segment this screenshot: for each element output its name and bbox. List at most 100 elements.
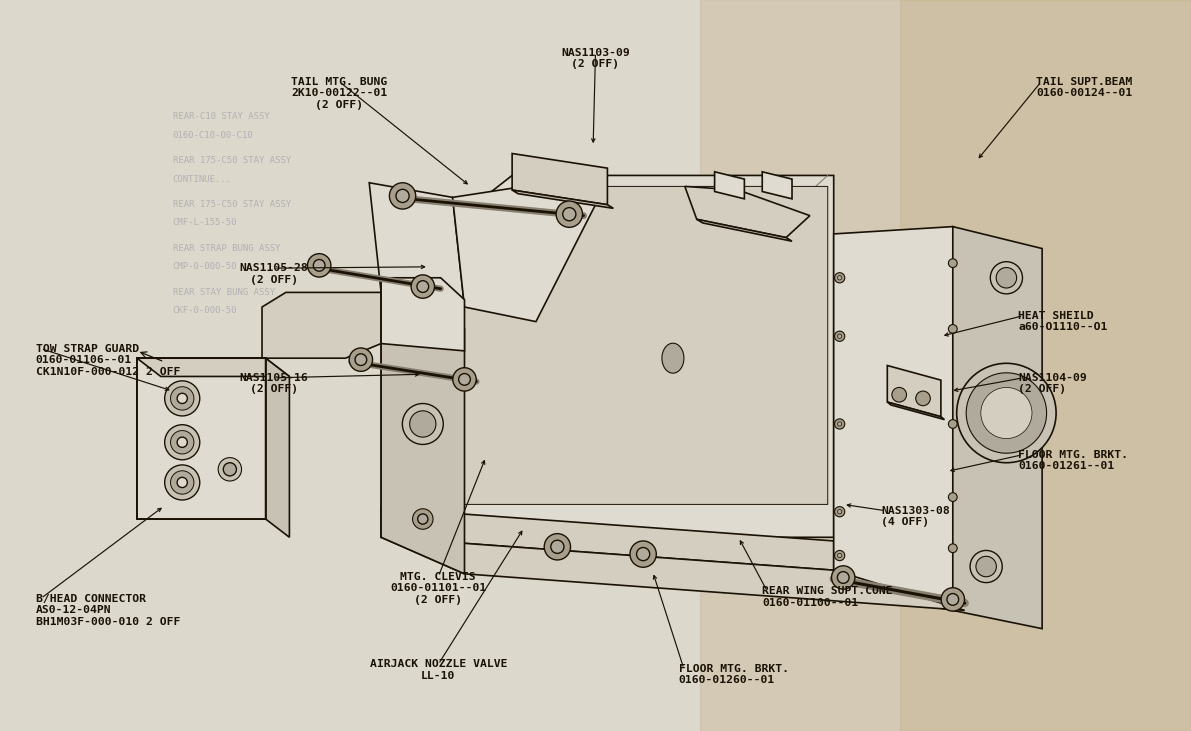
- Circle shape: [170, 471, 194, 494]
- Polygon shape: [697, 219, 792, 241]
- Text: NAS1104-09
(2 OFF): NAS1104-09 (2 OFF): [1018, 373, 1087, 395]
- Circle shape: [892, 387, 906, 402]
- Circle shape: [831, 566, 855, 589]
- Polygon shape: [887, 402, 944, 420]
- Circle shape: [544, 534, 570, 560]
- Text: NAS1303-08
(4 OFF): NAS1303-08 (4 OFF): [881, 506, 950, 528]
- Polygon shape: [887, 366, 941, 417]
- Text: NAS1105-16
(2 OFF): NAS1105-16 (2 OFF): [239, 373, 308, 395]
- Polygon shape: [715, 172, 744, 199]
- Circle shape: [562, 208, 576, 221]
- Circle shape: [389, 183, 416, 209]
- Polygon shape: [137, 358, 266, 519]
- Circle shape: [948, 544, 958, 553]
- Text: TAIL SUPT.BEAM
0160-00124--01: TAIL SUPT.BEAM 0160-00124--01: [1036, 77, 1133, 99]
- Circle shape: [969, 550, 1003, 583]
- Circle shape: [223, 463, 237, 476]
- Circle shape: [996, 268, 1017, 288]
- Text: NAS1105-28
(2 OFF): NAS1105-28 (2 OFF): [239, 263, 308, 285]
- Circle shape: [837, 572, 849, 583]
- Circle shape: [418, 514, 428, 524]
- Circle shape: [975, 556, 997, 577]
- Circle shape: [307, 254, 331, 277]
- Circle shape: [550, 540, 565, 553]
- Text: TAIL MTG. BUNG
2K10-00122--01
(2 OFF): TAIL MTG. BUNG 2K10-00122--01 (2 OFF): [292, 77, 387, 110]
- Circle shape: [948, 420, 958, 428]
- Circle shape: [170, 387, 194, 410]
- Circle shape: [837, 510, 842, 514]
- Polygon shape: [453, 186, 596, 322]
- Circle shape: [947, 594, 959, 605]
- Circle shape: [835, 331, 844, 341]
- Circle shape: [835, 419, 844, 429]
- Text: REAR WING SUPT.CONE
0160-01100--01: REAR WING SUPT.CONE 0160-01100--01: [762, 586, 893, 608]
- Text: AIRJACK NOZZLE VALVE
LL-10: AIRJACK NOZZLE VALVE LL-10: [369, 659, 507, 681]
- Circle shape: [990, 262, 1023, 294]
- Circle shape: [956, 363, 1056, 463]
- Circle shape: [948, 325, 958, 333]
- Bar: [900, 0, 1191, 731]
- Polygon shape: [266, 358, 289, 537]
- Circle shape: [410, 411, 436, 437]
- Circle shape: [177, 393, 187, 404]
- Circle shape: [916, 391, 930, 406]
- Polygon shape: [381, 175, 834, 537]
- Circle shape: [835, 507, 844, 517]
- Circle shape: [218, 458, 242, 481]
- Circle shape: [453, 368, 476, 391]
- Polygon shape: [262, 292, 381, 358]
- Polygon shape: [834, 227, 965, 610]
- Circle shape: [313, 260, 325, 271]
- Circle shape: [981, 387, 1031, 439]
- Circle shape: [966, 373, 1047, 453]
- Circle shape: [355, 354, 367, 366]
- Text: B/HEAD CONNECTOR
AS0-12-04PN
BH1M03F-000-010 2 OFF: B/HEAD CONNECTOR AS0-12-04PN BH1M03F-000…: [36, 594, 180, 626]
- Circle shape: [636, 548, 650, 561]
- Circle shape: [177, 437, 187, 447]
- Circle shape: [837, 276, 842, 280]
- Text: REAR-C10 STAY ASSY: REAR-C10 STAY ASSY: [173, 113, 269, 121]
- Polygon shape: [381, 278, 464, 351]
- Circle shape: [395, 189, 410, 202]
- Text: CMF-L-155-50: CMF-L-155-50: [173, 219, 237, 227]
- Text: REAR STRAP BUNG ASSY: REAR STRAP BUNG ASSY: [173, 244, 280, 253]
- Ellipse shape: [662, 343, 684, 374]
- Text: REAR STAY BUNG ASSY: REAR STAY BUNG ASSY: [173, 288, 275, 297]
- Polygon shape: [137, 358, 289, 376]
- Text: CONTINUE...: CONTINUE...: [173, 175, 232, 183]
- Circle shape: [941, 588, 965, 611]
- Circle shape: [459, 374, 470, 385]
- Circle shape: [837, 334, 842, 338]
- Circle shape: [177, 477, 187, 488]
- Circle shape: [170, 431, 194, 454]
- Text: NAS1103-09
(2 OFF): NAS1103-09 (2 OFF): [561, 48, 630, 69]
- Text: 0160-C10-00-C10: 0160-C10-00-C10: [173, 131, 254, 140]
- Polygon shape: [381, 537, 965, 610]
- Circle shape: [948, 493, 958, 501]
- Polygon shape: [762, 172, 792, 199]
- Polygon shape: [685, 186, 810, 238]
- Text: FLOOR MTG. BRKT.
0160-01261--01: FLOOR MTG. BRKT. 0160-01261--01: [1018, 450, 1128, 471]
- Circle shape: [556, 201, 582, 227]
- Circle shape: [164, 425, 200, 460]
- Circle shape: [417, 281, 429, 292]
- Circle shape: [948, 259, 958, 268]
- Circle shape: [412, 509, 434, 529]
- Circle shape: [835, 550, 844, 561]
- Circle shape: [835, 273, 844, 283]
- Circle shape: [164, 381, 200, 416]
- Text: TOW STRAP GUARD
0160-01106--01
CK1N10F-000-012 2 OFF: TOW STRAP GUARD 0160-01106--01 CK1N10F-0…: [36, 344, 180, 376]
- Text: CMP-0-000-50: CMP-0-000-50: [173, 262, 237, 271]
- Polygon shape: [512, 154, 607, 205]
- Circle shape: [630, 541, 656, 567]
- Circle shape: [837, 422, 842, 426]
- Polygon shape: [369, 183, 464, 307]
- Polygon shape: [441, 186, 828, 504]
- Polygon shape: [381, 278, 464, 574]
- Bar: [700, 0, 1191, 731]
- Circle shape: [837, 553, 842, 558]
- Text: MTG. CLEVIS
0160-01101--01
(2 OFF): MTG. CLEVIS 0160-01101--01 (2 OFF): [391, 572, 486, 605]
- Polygon shape: [953, 227, 1042, 629]
- Text: REAR 175-C50 STAY ASSY: REAR 175-C50 STAY ASSY: [173, 200, 291, 209]
- Circle shape: [411, 275, 435, 298]
